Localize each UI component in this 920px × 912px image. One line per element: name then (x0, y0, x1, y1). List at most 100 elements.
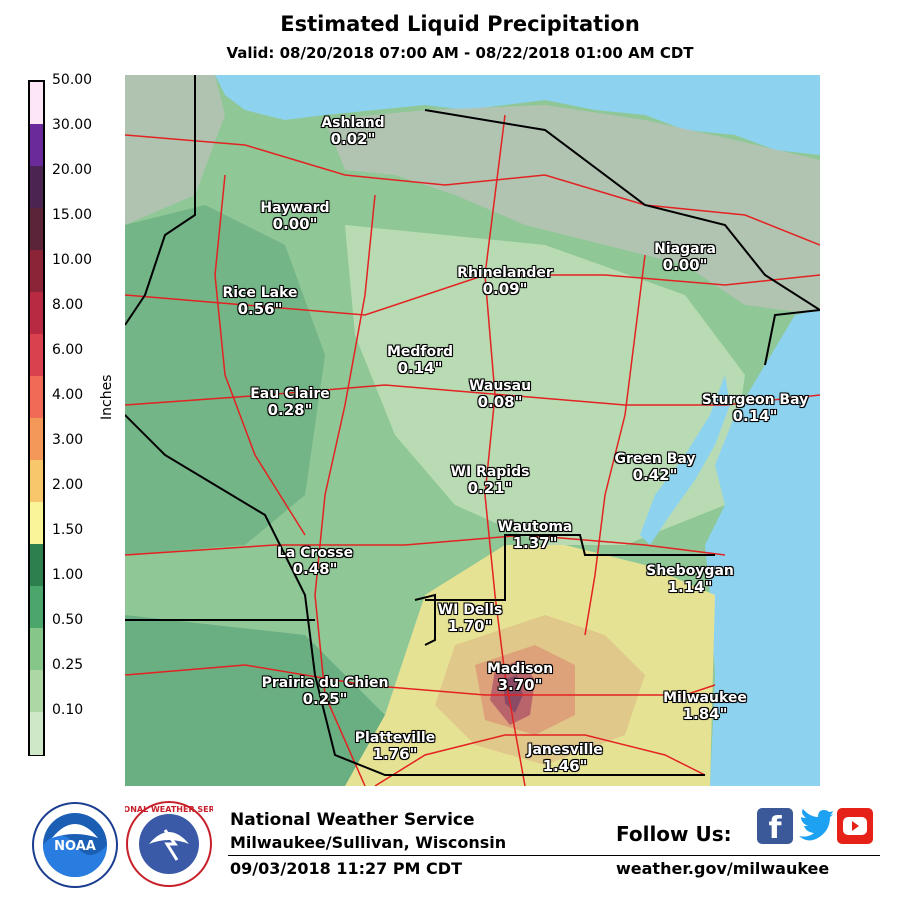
dark-green-southwest (125, 615, 385, 786)
city-precip-value: 0.56" (237, 300, 283, 318)
city-name: Rhinelander (457, 265, 553, 281)
map-canvas (125, 75, 820, 786)
city-name: Eau Claire (250, 386, 330, 402)
legend-label: 3.00 (52, 432, 84, 448)
legend-label: 2.00 (52, 477, 84, 493)
city-name: Platteville (354, 730, 436, 746)
lake-michigan (705, 310, 820, 786)
city-label: Wautoma 1.37" (498, 519, 573, 551)
nws-name: National Weather Service (230, 810, 475, 830)
map-title: Estimated Liquid Precipitation (280, 12, 640, 36)
legend-swatch (30, 586, 43, 629)
city-label: Rice Lake 0.56" (222, 285, 297, 317)
city-name: Sturgeon Bay (701, 392, 809, 408)
city-name: Sheboygan (646, 563, 734, 579)
city-name: Wausau (468, 378, 532, 394)
city-precip-value: 1.76" (372, 745, 418, 763)
legend-label: 0.50 (52, 612, 84, 628)
legend-swatch (30, 82, 43, 125)
issued-timestamp: 09/03/2018 11:27 PM CDT (230, 859, 462, 878)
city-label: Sheboygan 1.14" (646, 563, 734, 595)
legend-label: 8.00 (52, 297, 84, 313)
city-precip-value: 3.70" (497, 676, 543, 694)
city-precip-value: 0.00" (662, 256, 708, 274)
city-precip-value: 0.25" (302, 690, 348, 708)
facebook-icon[interactable]: f (757, 808, 793, 846)
city-precip-value: 0.00" (272, 215, 318, 233)
city-label: Wausau 0.08" (469, 378, 531, 410)
city-name: Milwaukee (663, 690, 747, 706)
youtube-icon[interactable] (837, 808, 873, 844)
city-name: WI Dells (437, 602, 503, 618)
precipitation-map: Ashland 0.02" Hayward 0.00" Rice Lake 0.56" Rh… (125, 75, 820, 786)
legend-swatch (30, 334, 43, 377)
city-label: Hayward 0.00" (260, 200, 329, 232)
city-label: Sturgeon Bay 0.14" (702, 392, 808, 424)
light-green-central (345, 225, 745, 545)
city-precip-value: 1.84" (682, 705, 728, 723)
legend-swatch (30, 418, 43, 461)
legend-swatch (30, 208, 43, 251)
city-label: Niagara 0.00" (654, 241, 716, 273)
legend-label: 10.00 (52, 252, 93, 268)
city-precip-value: 1.70" (447, 617, 493, 635)
dry-region-north (325, 105, 820, 315)
green-bay (640, 375, 730, 545)
website-link[interactable]: weather.gov/milwaukee (616, 859, 830, 878)
legend-label: 1.00 (52, 567, 84, 583)
city-precip-value: 1.37" (512, 534, 558, 552)
legend-swatch (30, 502, 43, 545)
legend-label: 6.00 (52, 342, 84, 358)
city-name: Prairie du Chien (261, 675, 389, 691)
city-precip-value: 1.46" (542, 757, 588, 775)
city-label: Eau Claire 0.28" (250, 386, 330, 418)
dry-region-northwest (125, 75, 225, 225)
city-label: Medford 0.14" (387, 344, 453, 376)
purple-core (503, 675, 523, 713)
legend-swatch (30, 712, 43, 755)
city-label: Green Bay 0.42" (614, 451, 695, 483)
office-name: Milwaukee/Sullivan, Wisconsin (230, 833, 507, 852)
lake-superior (215, 75, 820, 155)
city-name: La Crosse (276, 545, 354, 561)
city-label: Rhinelander 0.09" (457, 265, 553, 297)
footer-divider (228, 855, 880, 856)
city-name: WI Rapids (450, 464, 530, 480)
legend-swatch (30, 166, 43, 209)
nws-logo: NATIONAL WEATHER SERVICE (125, 801, 213, 887)
city-precip-value: 0.14" (397, 359, 443, 377)
city-name: Niagara (654, 241, 716, 257)
noaa-logo: NOAA (32, 802, 118, 888)
legend-swatch (30, 544, 43, 587)
legend-swatch (30, 124, 43, 167)
svg-text:f: f (768, 811, 782, 844)
legend-swatch (30, 628, 43, 671)
twitter-icon[interactable] (796, 808, 833, 844)
city-precip-value: 0.48" (292, 560, 338, 578)
city-precip-value: 0.02" (330, 130, 376, 148)
legend-label: 4.00 (52, 387, 84, 403)
city-precip-value: 0.14" (732, 407, 778, 425)
legend-label: 30.00 (52, 117, 93, 133)
city-label: Madison 3.70" (487, 661, 553, 693)
city-label: WI Rapids 0.21" (451, 464, 530, 496)
city-name: Madison (486, 661, 554, 677)
precipitation-color-scale (28, 80, 45, 756)
legend-label: 1.50 (52, 522, 84, 538)
follow-us-label: Follow Us: (616, 822, 732, 846)
legend-label: 50.00 (52, 72, 93, 88)
city-label: Janesville 1.46" (527, 742, 602, 774)
state-borders (125, 75, 820, 776)
noaa-logo-text: NOAA (54, 839, 96, 854)
legend-swatch (30, 250, 43, 293)
city-precip-value: 0.08" (477, 393, 523, 411)
city-name: Medford (386, 344, 454, 360)
legend-swatch (30, 376, 43, 419)
city-precip-value: 0.28" (267, 401, 313, 419)
legend-label: 15.00 (52, 207, 93, 223)
valid-period: Valid: 08/20/2018 07:00 AM - 08/22/2018 … (226, 44, 694, 62)
legend-label: 20.00 (52, 162, 93, 178)
city-name: Rice Lake (222, 285, 298, 301)
city-precip-value: 0.09" (482, 280, 528, 298)
city-name: Janesville (527, 742, 603, 758)
